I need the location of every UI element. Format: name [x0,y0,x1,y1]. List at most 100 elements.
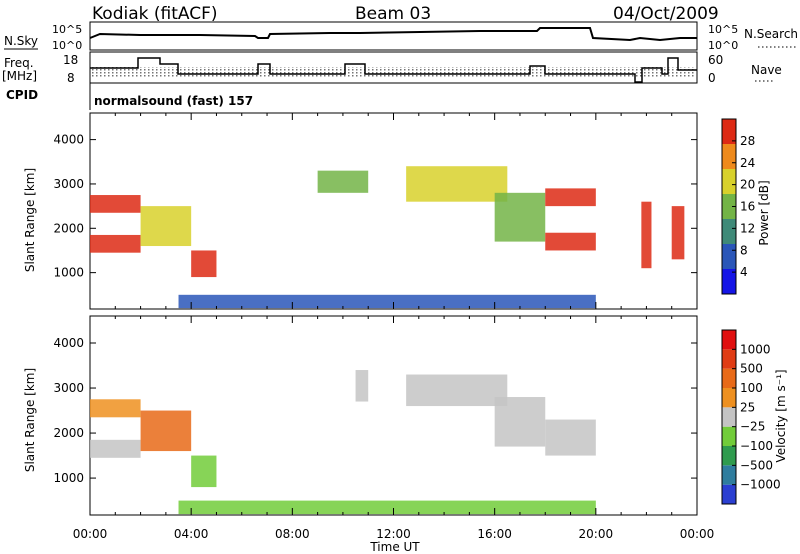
velocity-data-layer [90,370,596,515]
time-axis-labels: 00:00 04:00 08:00 12:00 16:00 20:00 00:00 [73,527,715,541]
y-tick-label: 2000 [53,426,84,440]
power-panel: 1000 2000 3000 4000 Slant Range [km] [23,112,698,310]
velocity-colorbar: Velocity [m s⁻¹] −1000 −500 −100 −25 25 100 50… [721,329,788,505]
scatter-region [317,170,369,193]
freq-panel: Freq. [MHz] 18 8 60 0 Nave [2,51,782,85]
scatter-region [140,206,192,247]
scatter-region [641,201,652,269]
scatter-region [545,188,596,207]
scatter-region [191,455,217,488]
x-tick-label: 00:00 [73,527,108,541]
scatter-region [494,397,546,447]
colorbar-swatch [722,465,736,485]
freq-tick-bottom: 8 [67,71,75,85]
colorbar-tick-label: 100 [740,381,763,395]
colorbar-tick-label: 24 [740,156,755,170]
noise-tick-left-top: 10^5 [52,23,82,36]
velocity-colorbar-label: Velocity [m s⁻¹] [774,369,788,462]
noise-tick-left-bottom: 10^0 [52,39,82,52]
nave-scatter [92,67,695,77]
colorbar-swatch [722,219,736,244]
scatter-region [140,410,192,452]
colorbar-tick-label: −25 [740,420,765,434]
colorbar-tick-label: 8 [740,243,748,257]
colorbar-tick-label: −1000 [740,478,781,492]
x-tick-label: 12:00 [376,527,411,541]
cpid-label: CPID [6,88,38,102]
colorbar-swatch [722,194,736,219]
scatter-region [494,192,546,242]
x-tick-label: 16:00 [477,527,512,541]
scatter-region [90,399,141,418]
colorbar-swatch [722,484,736,504]
colorbar-swatch [722,144,736,169]
colorbar-swatch [722,407,736,427]
noise-tick-right-bottom: 10^0 [708,39,738,52]
scatter-region [545,419,596,456]
scatter-region [545,232,596,251]
scatter-region [90,439,141,458]
colorbar-swatch [722,446,736,466]
scatter-region [178,294,596,309]
nave-label: Nave [751,63,782,77]
noise-tick-right-top: 10^5 [708,23,738,36]
scatter-region [406,374,508,407]
x-tick-label: 20:00 [579,527,614,541]
nave-tick-bottom: 0 [708,71,716,85]
colorbar-swatch [722,169,736,194]
colorbar-frame [721,329,737,505]
power-ylabel: Slant Range [km] [23,168,37,272]
freq-label-2: [MHz] [2,69,37,83]
y-tick-label: 2000 [53,221,84,235]
velocity-ylabel: Slant Range [km] [23,368,37,472]
scatter-region [355,370,369,402]
power-y-ticks: 1000 2000 3000 4000 [53,133,697,280]
nsearch-label: N.Search [744,27,798,41]
nsky-trace [89,27,697,42]
colorbar-tick-label: −500 [740,458,773,472]
colorbar-swatch [722,349,736,369]
freq-label-1: Freq. [4,56,34,70]
x-tick-label: 08:00 [275,527,310,541]
colorbar-tick-label: 28 [740,134,755,148]
colorbar-swatch [722,244,736,269]
colorbar-swatch [722,269,736,294]
station-title: Kodiak (fitACF) [92,4,218,24]
scatter-region [191,250,217,278]
y-tick-label: 4000 [53,133,84,147]
colorbar-tick-label: 500 [740,362,763,376]
colorbar-tick-label: 16 [740,200,755,214]
scatter-region [90,195,141,213]
colorbar-tick-label: 25 [740,400,755,414]
y-tick-label: 1000 [53,266,84,280]
nave-tick-top: 60 [708,53,723,67]
x-tick-label: 04:00 [174,527,209,541]
velocity-x-ticks [89,316,698,515]
beam-title: Beam 03 [355,4,431,24]
colorbar-swatch [722,330,736,350]
y-tick-label: 1000 [53,471,84,485]
x-tick-label: 00:00 [680,527,715,541]
colorbar-swatch [722,368,736,388]
colorbar-tick-label: 12 [740,221,755,235]
date-title: 04/Oct/2009 [613,4,719,24]
cpid-text: normalsound (fast) 157 [94,94,253,108]
velocity-y-ticks: 1000 2000 3000 4000 [53,336,697,485]
scatter-region [178,500,596,515]
power-colorbar-label: Power [dB] [757,180,771,245]
time-axis-title: Time UT [369,540,420,554]
power-data-layer [90,166,685,309]
y-tick-label: 3000 [53,381,84,395]
scatter-region [671,206,685,260]
colorbar-tick-label: 20 [740,178,755,192]
power-colorbar: Power [dB] 4 8 12 16 20 24 28 [721,118,771,295]
colorbar-tick-label: 4 [740,265,748,279]
colorbar-tick-label: 1000 [740,342,771,356]
scatter-region [90,234,141,253]
colorbar-swatch [722,426,736,446]
velocity-panel: 1000 2000 3000 4000 Slant Range [km] [23,315,698,516]
nsky-label: N.Sky [4,34,38,48]
colorbar-swatch [722,388,736,408]
scatter-region [406,166,508,202]
